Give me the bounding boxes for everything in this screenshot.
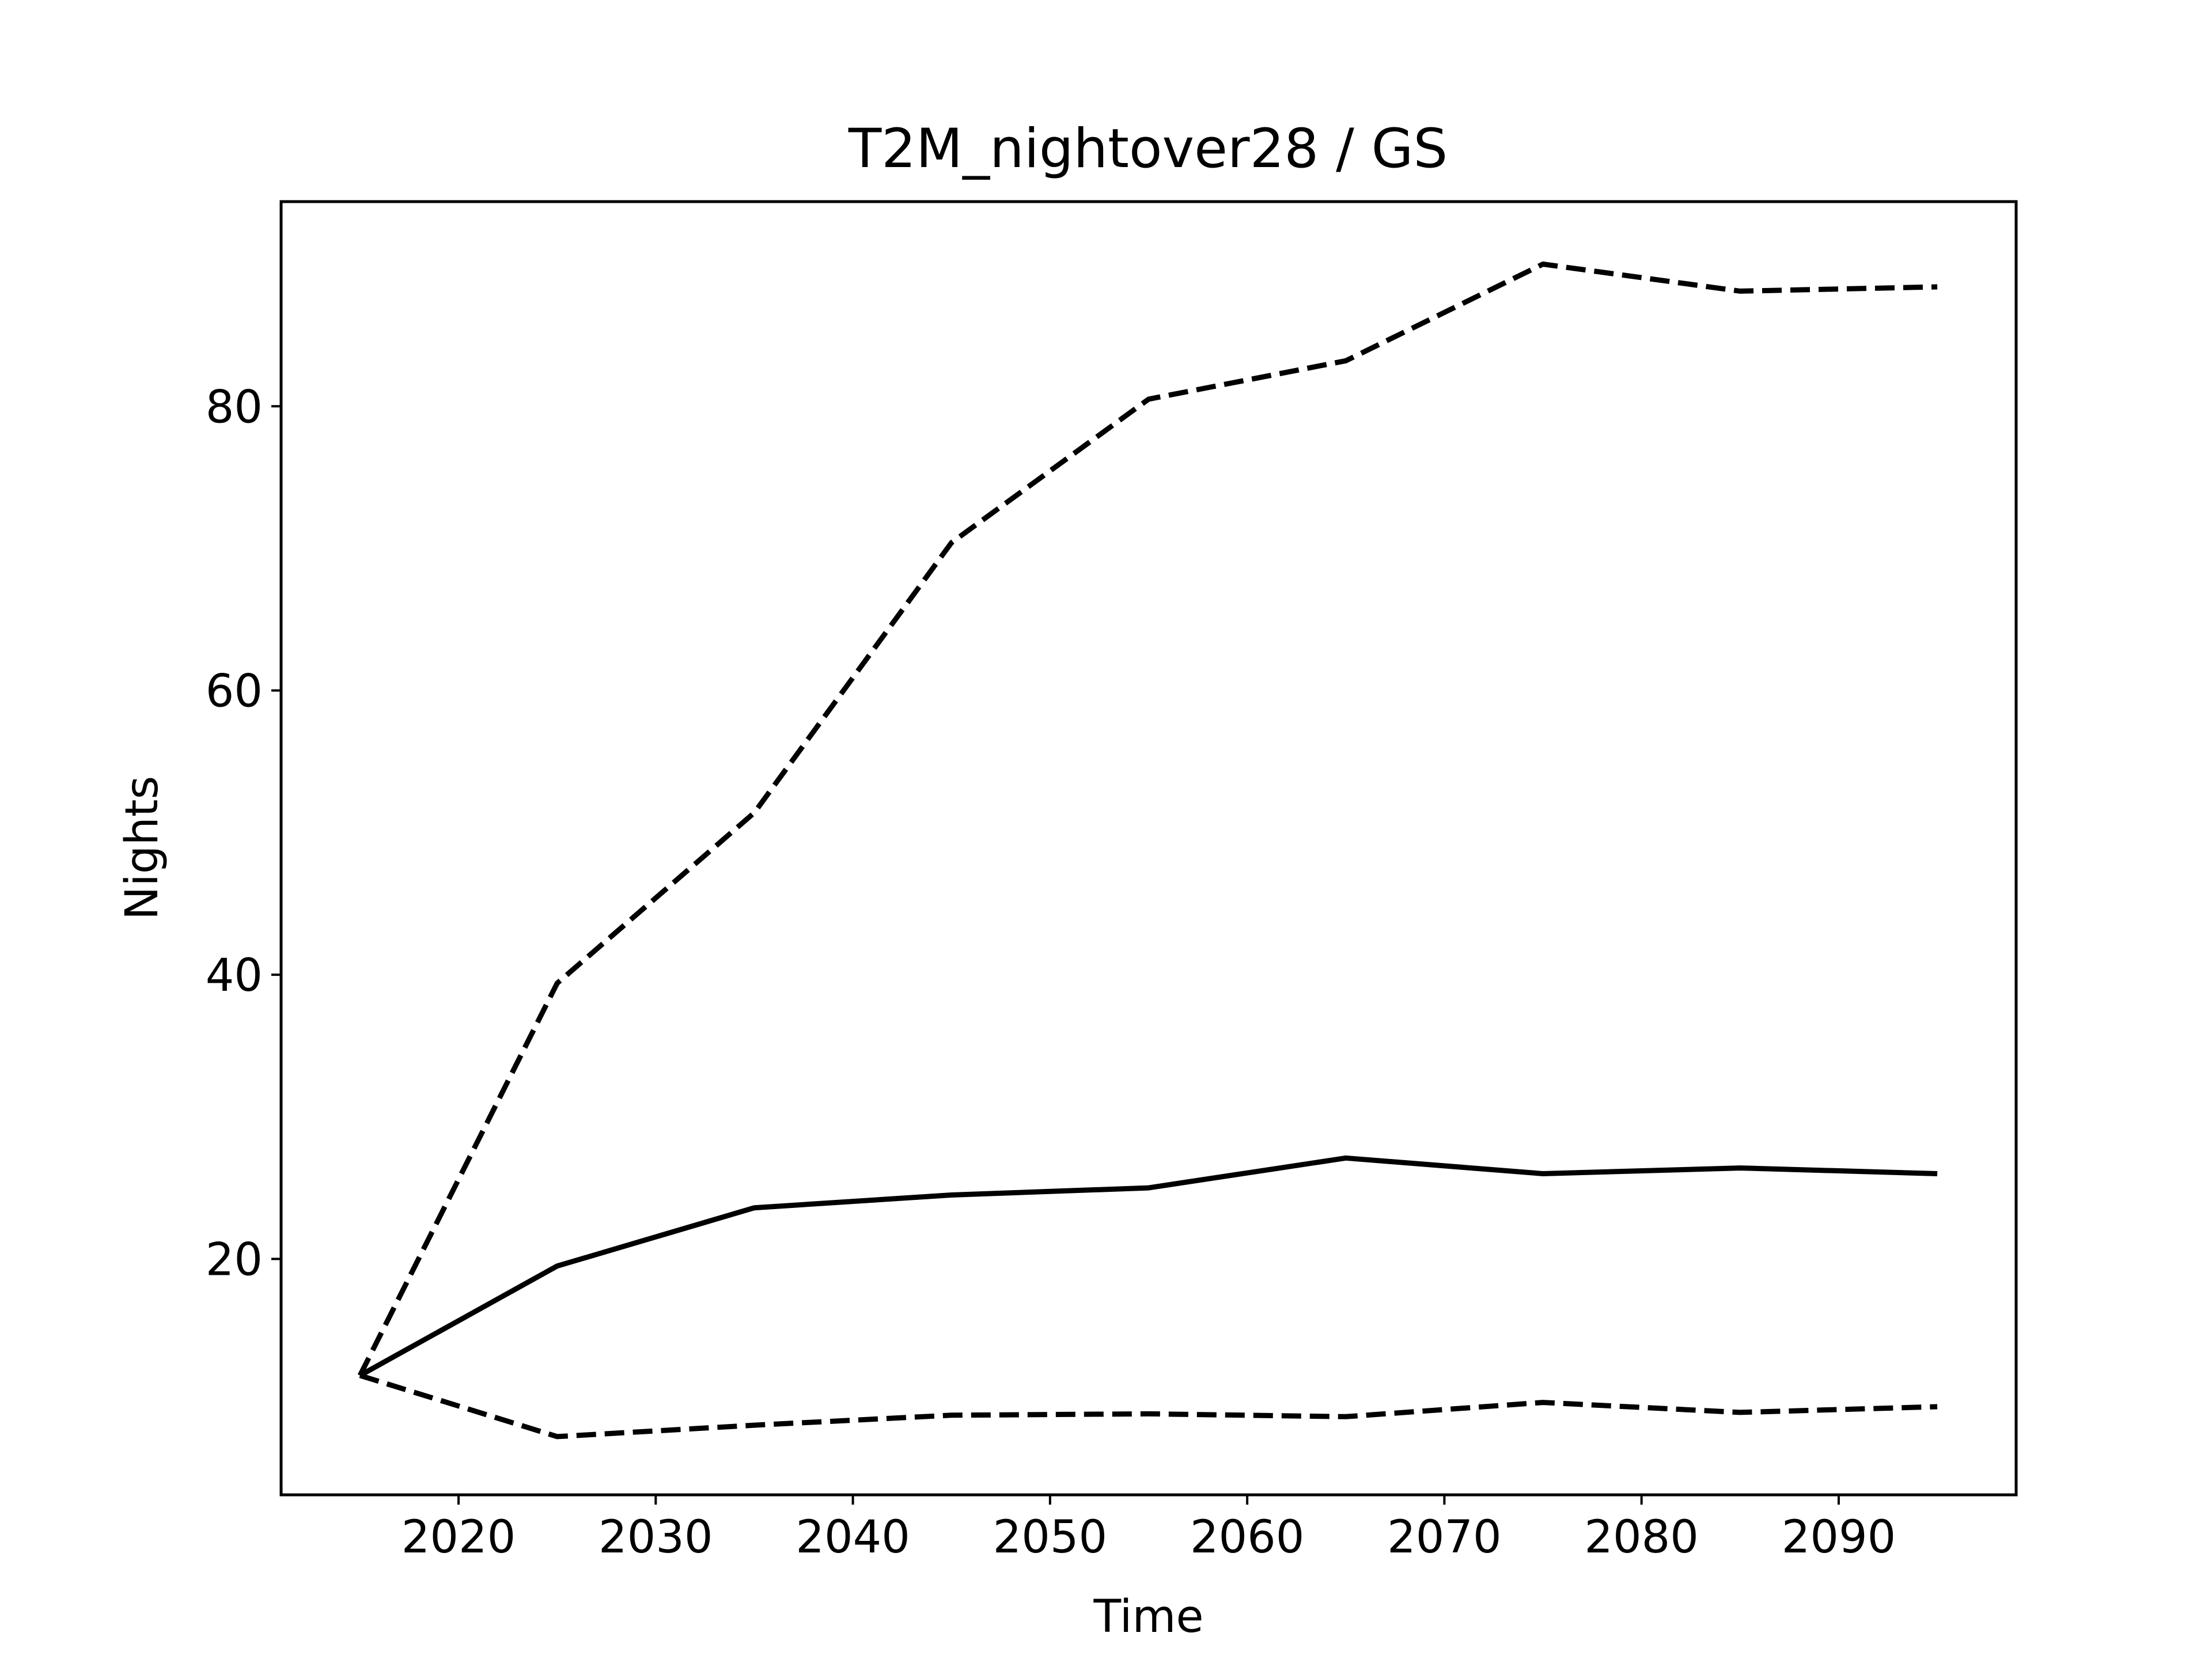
y-tick-label-80: 80: [206, 381, 263, 433]
x-tick-label-2080: 2080: [1584, 1512, 1699, 1563]
y-tick-label-20: 20: [206, 1234, 263, 1286]
x-tick-label-2060: 2060: [1190, 1512, 1305, 1563]
x-tick-label-2020: 2020: [402, 1512, 516, 1563]
x-tick-label-2040: 2040: [796, 1512, 910, 1563]
plot-area: [279, 200, 2018, 1497]
y-axis: 20 40 60 80: [206, 381, 281, 1286]
chart-title: T2M_nightover28 / GS: [848, 118, 1448, 180]
x-tick-label-2050: 2050: [993, 1512, 1108, 1563]
x-axis-title: Time: [1093, 1591, 1204, 1643]
x-tick-label-2070: 2070: [1387, 1512, 1502, 1563]
x-axis: 2020 2030 2040 2050 2060 2070 2080 2090: [402, 1495, 1896, 1563]
series-line-2-solid: [358, 1155, 1938, 1378]
y-tick-label-60: 60: [206, 666, 263, 718]
series-line-1-dashed: [357, 262, 1938, 1377]
x-tick-label-2030: 2030: [599, 1512, 713, 1563]
axes-frame: [279, 200, 2018, 1497]
y-axis-title: Nights: [116, 776, 168, 920]
series-line-3-dashed: [359, 1373, 1938, 1440]
y-tick-label-40: 40: [206, 950, 263, 1002]
series-layer: [357, 262, 1938, 1440]
x-tick-label-2090: 2090: [1782, 1512, 1896, 1563]
